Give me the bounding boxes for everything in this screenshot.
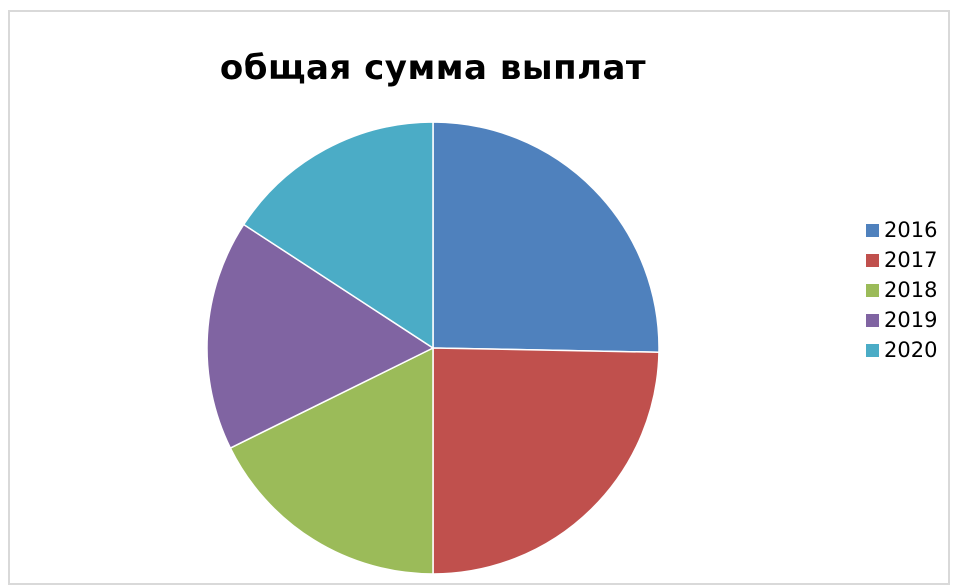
chart-legend: 2016 2017 2018 2019 2020: [866, 215, 937, 365]
legend-swatch-2019: [866, 313, 879, 327]
pie-slice-2020[interactable]: [242, 121, 434, 349]
pie-slice-2016[interactable]: [432, 121, 660, 354]
legend-swatch-2020: [866, 343, 879, 357]
chart-title: общая сумма выплат: [219, 48, 647, 88]
pie-slice-2019[interactable]: [206, 223, 434, 449]
legend-item-2020[interactable]: 2020: [866, 335, 937, 365]
pie-slice-2017[interactable]: [432, 347, 660, 575]
legend-item-2017[interactable]: 2017: [866, 245, 937, 275]
legend-item-2018[interactable]: 2018: [866, 275, 937, 305]
legend-item-2016[interactable]: 2016: [866, 215, 937, 245]
legend-label-2019: 2019: [884, 308, 938, 332]
legend-label-2017: 2017: [884, 248, 938, 272]
legend-label-2018: 2018: [884, 278, 938, 302]
legend-swatch-2016: [866, 223, 879, 237]
legend-label-2020: 2020: [884, 338, 938, 362]
pie-slice-2018[interactable]: [229, 347, 434, 575]
legend-label-2016: 2016: [884, 218, 938, 242]
legend-swatch-2018: [866, 283, 879, 297]
legend-item-2019[interactable]: 2019: [866, 305, 937, 335]
legend-swatch-2017: [866, 253, 879, 267]
